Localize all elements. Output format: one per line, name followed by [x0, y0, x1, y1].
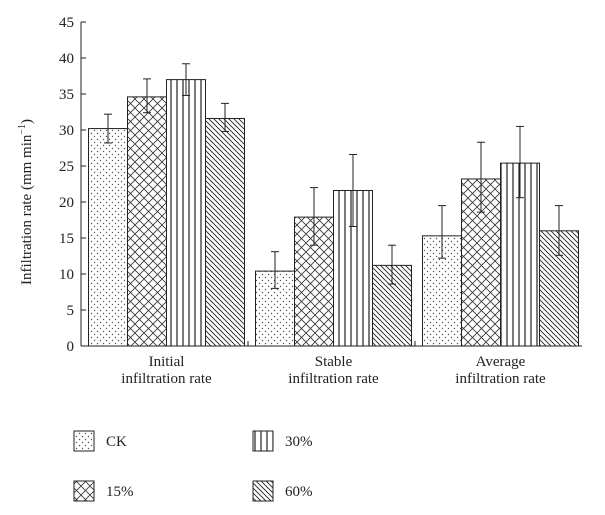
- category-label: infiltration rate: [288, 371, 379, 387]
- bar: [205, 117, 245, 347]
- category-label: Initial: [149, 354, 185, 370]
- y-tick-label: 10: [59, 267, 74, 283]
- bar: [127, 96, 167, 347]
- y-tick-label: 5: [67, 303, 75, 319]
- bars: [88, 79, 579, 347]
- y-tick-label: 45: [59, 15, 74, 31]
- legend-swatch: [73, 480, 95, 502]
- legend-label: 60%: [285, 484, 313, 500]
- category-label: Average: [476, 354, 526, 370]
- legend-swatch: [252, 430, 274, 452]
- legend-label: CK: [106, 434, 127, 450]
- legend-label: 30%: [285, 434, 313, 450]
- bar: [88, 128, 128, 347]
- legend-swatch: [73, 430, 95, 452]
- y-tick-label: 0: [67, 339, 75, 355]
- legend-swatch: [252, 480, 274, 502]
- y-axis-title: Infiltration rate (mm min−1): [17, 119, 35, 285]
- error-bars: [104, 63, 563, 289]
- y-tick-label: 40: [59, 51, 74, 67]
- y-tick-label: 35: [59, 87, 74, 103]
- y-ticks: 0 5 10 15 20 25 30 35 40 45: [59, 15, 86, 355]
- bar: [166, 79, 206, 347]
- y-tick-label: 15: [59, 231, 74, 247]
- category-label: infiltration rate: [455, 371, 546, 387]
- legend: CK 30% 15% 60%: [73, 430, 313, 502]
- y-tick-label: 20: [59, 195, 74, 211]
- y-tick-label: 25: [59, 159, 74, 175]
- y-tick-label: 30: [59, 123, 74, 139]
- legend-label: 15%: [106, 484, 134, 500]
- category-label: Stable: [315, 354, 353, 370]
- category-label: infiltration rate: [121, 371, 212, 387]
